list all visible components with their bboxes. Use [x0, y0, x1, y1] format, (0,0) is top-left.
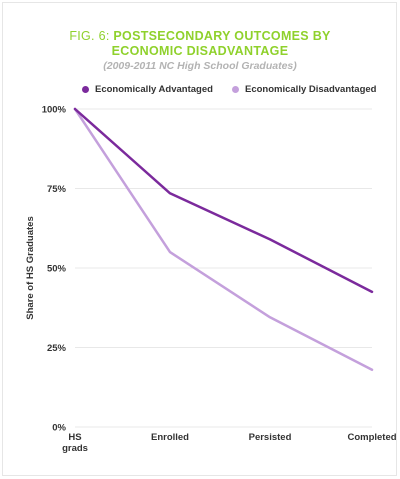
x-tick-label: grads: [62, 443, 88, 454]
x-tick-label: Enrolled: [151, 432, 189, 443]
x-tick-label: Persisted: [249, 432, 292, 443]
legend-label-advantaged: Economically Advantaged: [95, 84, 213, 95]
chart-title-line-2: ECONOMIC DISADVANTAGE: [111, 44, 289, 58]
chart-title-line-1: FIG. 6: POSTSECONDARY OUTCOMES BY: [0, 29, 400, 43]
chart-frame: [2, 2, 397, 476]
y-tick-label: 0%: [52, 423, 66, 434]
y-tick-label: 25%: [47, 343, 67, 354]
legend-marker-advantaged: [82, 86, 89, 93]
figure-label: FIG. 6:: [69, 29, 110, 43]
x-tick-label: HS: [68, 432, 81, 443]
y-tick-label: 50%: [47, 264, 67, 275]
chart-title-part-1: POSTSECONDARY OUTCOMES BY: [113, 29, 331, 43]
legend: Economically Advantaged Economically Dis…: [0, 84, 400, 98]
y-tick-label: 75%: [47, 184, 67, 195]
x-tick-label: Completed: [347, 432, 396, 443]
legend-item-disadvantaged: Economically Disadvantaged: [232, 84, 376, 95]
legend-marker-disadvantaged: [232, 86, 239, 93]
series-line-advantaged: [73, 107, 374, 294]
legend-label-disadvantaged: Economically Disadvantaged: [245, 84, 377, 95]
legend-item-advantaged: Economically Advantaged: [82, 84, 213, 95]
chart-subtitle: (2009-2011 NC High School Graduates): [103, 60, 297, 72]
y-axis-title: Share of HS Graduates: [25, 216, 36, 319]
series-line-disadvantaged: [73, 107, 374, 372]
y-tick-label: 100%: [42, 105, 67, 116]
